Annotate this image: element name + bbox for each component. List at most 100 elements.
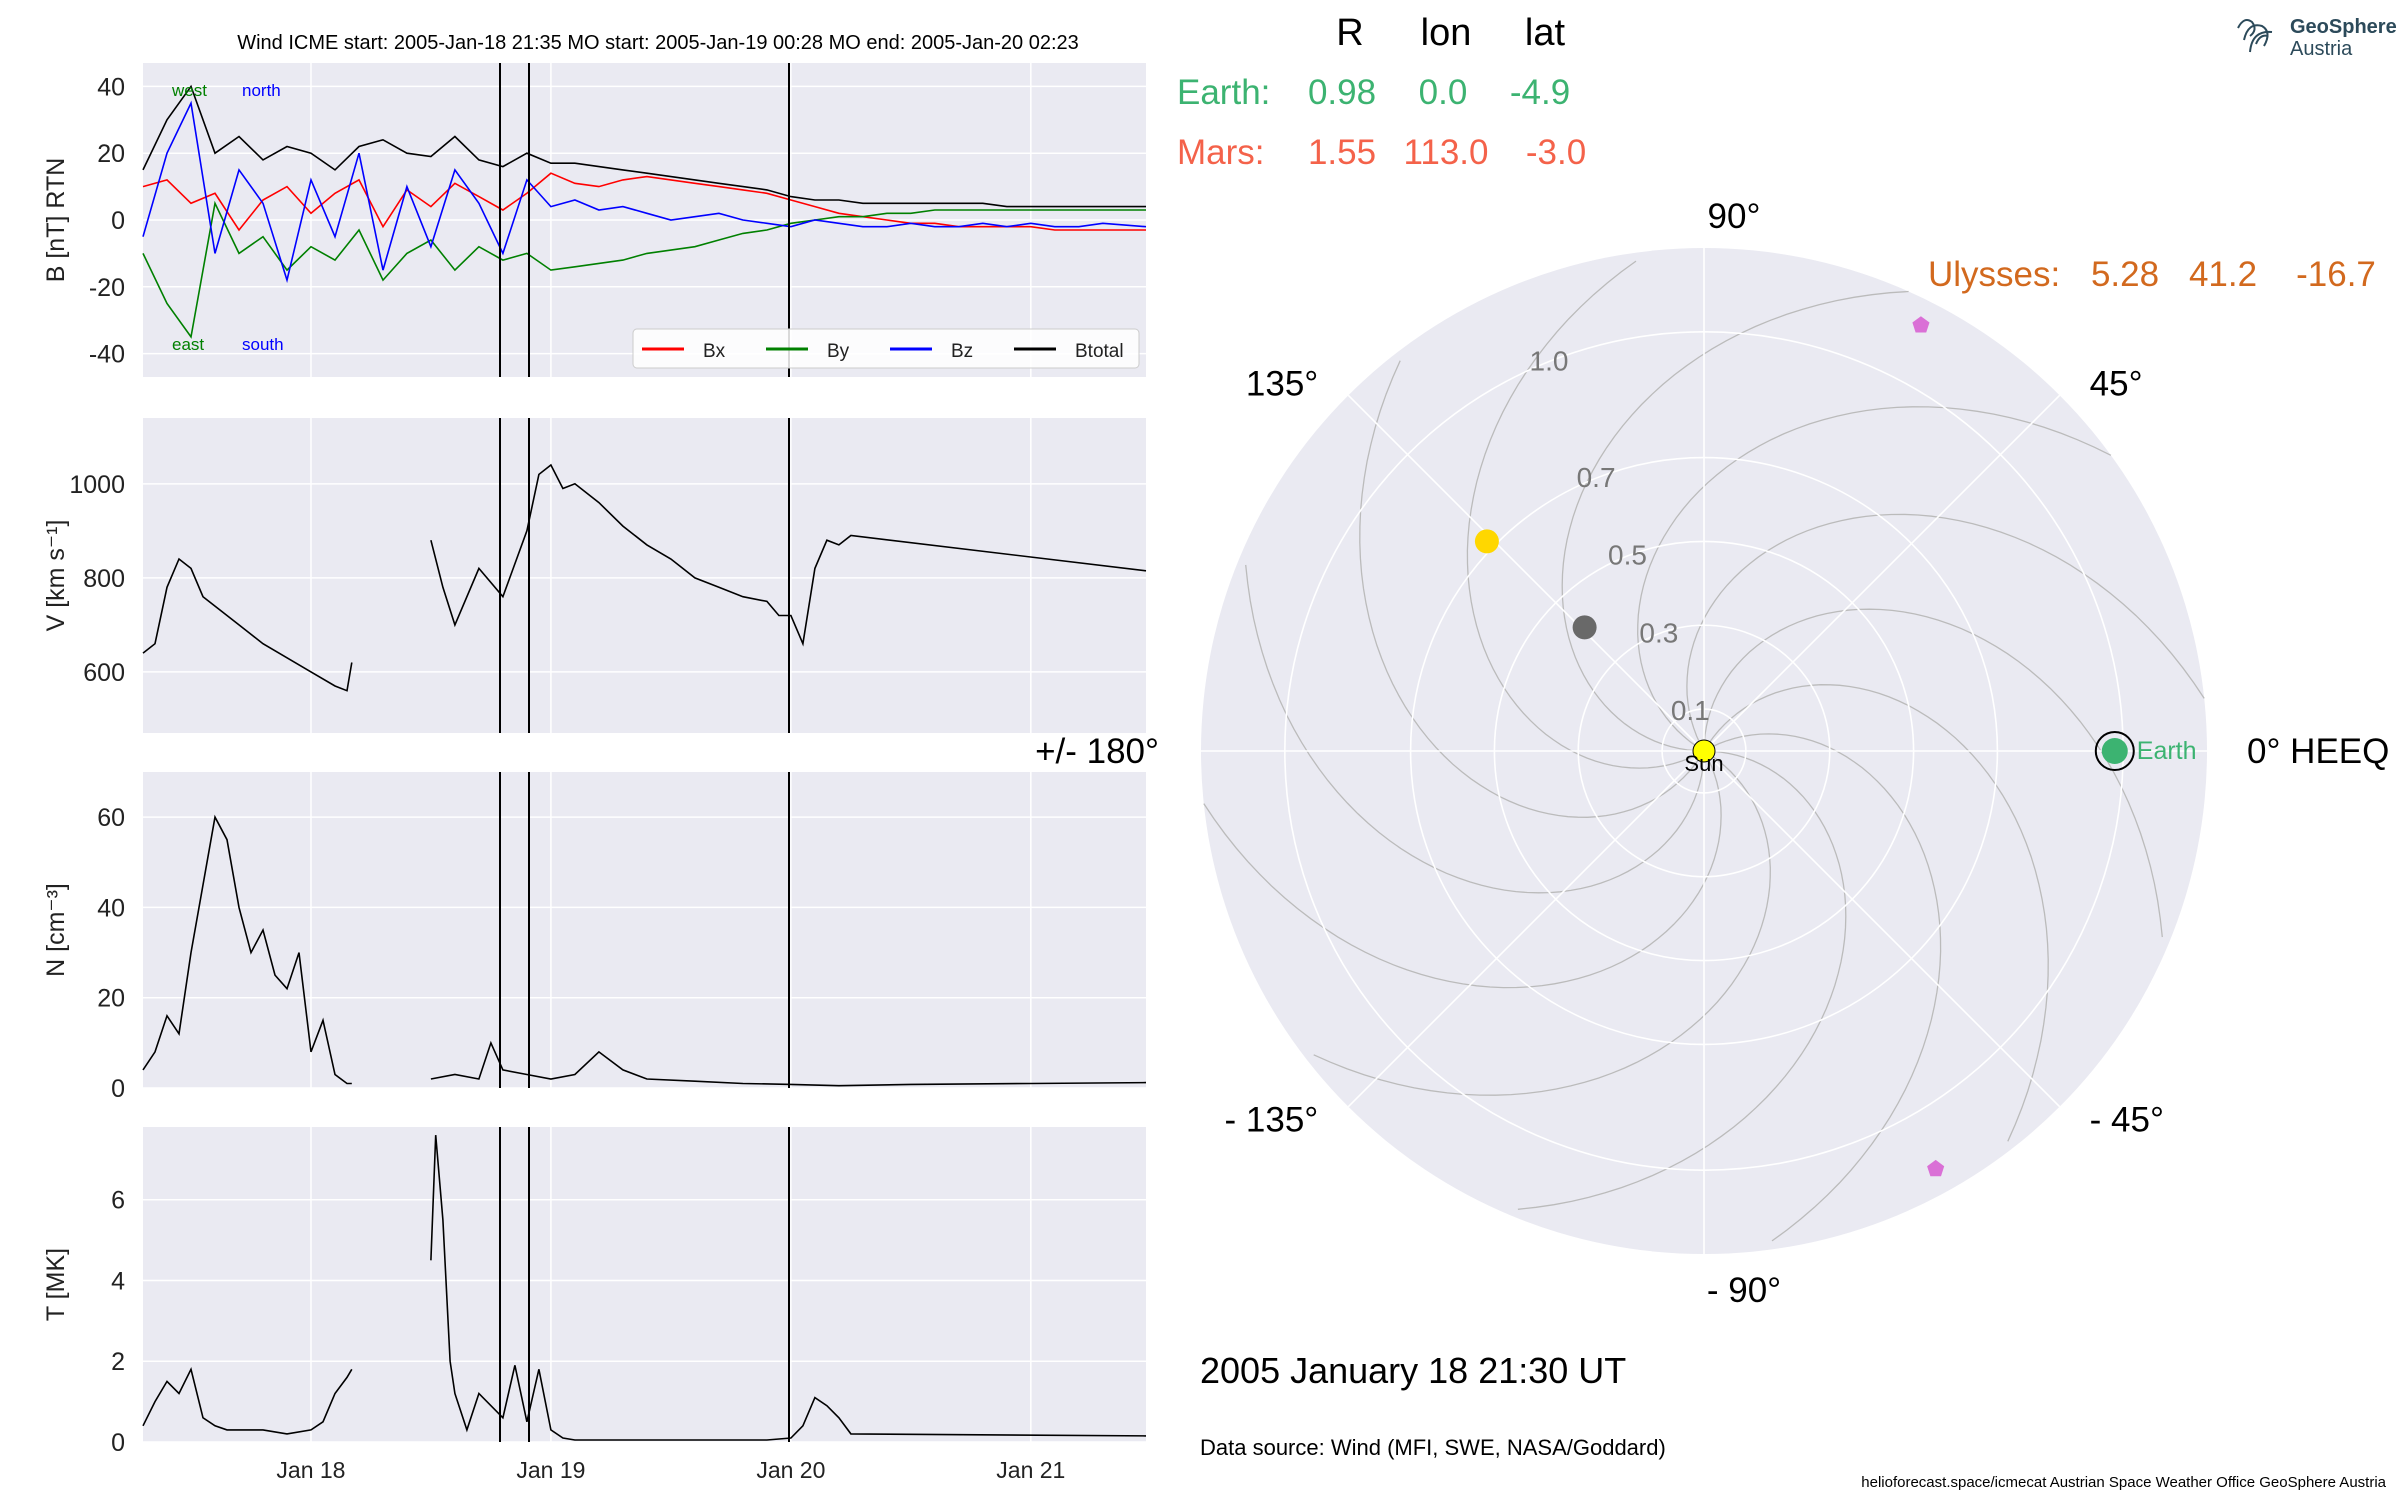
- legend-box: [632, 328, 1140, 369]
- panel-background: [143, 418, 1146, 733]
- angle-label: - 45°: [2090, 1101, 2164, 1140]
- angle-spoke: [1703, 750, 2061, 1108]
- series-t: [430, 1135, 1147, 1441]
- series-t: [142, 1366, 353, 1435]
- y-tick-label: 20: [97, 985, 125, 1013]
- angle-label: 0° HEEQ: [2247, 732, 2389, 771]
- angle-label: 135°: [1246, 364, 1318, 403]
- y-tick-label: 4: [111, 1267, 125, 1295]
- mercury-marker: [1572, 615, 1597, 640]
- logo-swirl-icon: [2237, 19, 2273, 53]
- y-tick-label: 0: [111, 1075, 125, 1103]
- y-tick-label: 40: [97, 73, 125, 101]
- angle-label: - 90°: [1707, 1271, 1781, 1310]
- annotation-east: east: [172, 335, 204, 354]
- earth-lon: 0.0: [1419, 73, 1468, 112]
- angle-spoke: [1703, 394, 2061, 752]
- y-axis-label: B [nT] RTN: [42, 158, 70, 283]
- panel-background: [143, 772, 1146, 1088]
- angle-label: - 135°: [1225, 1101, 1319, 1140]
- r-tick-label: 0.7: [1577, 462, 1616, 493]
- legend: Bx By Bz Btotal: [632, 328, 1140, 369]
- y-tick-label: 800: [83, 565, 125, 593]
- data-source: Data source: Wind (MFI, SWE, NASA/Goddar…: [1200, 1435, 1666, 1460]
- earth-name: Earth:: [1177, 73, 1270, 112]
- legend-label: By: [827, 341, 850, 362]
- annotation-north: north: [242, 81, 281, 100]
- y-tick-label: 600: [83, 659, 125, 687]
- spiral-arc: [1245, 564, 1705, 894]
- spiral-arc: [1359, 360, 1705, 818]
- angle-label: +/- 180°: [1035, 732, 1159, 771]
- series-v: [142, 557, 353, 692]
- legend-label: Btotal: [1075, 341, 1124, 362]
- x-tick-label: Jan 20: [756, 1457, 825, 1483]
- y-tick-label: -20: [89, 274, 125, 302]
- y-tick-label: 1000: [69, 471, 125, 499]
- annotation-west: west: [171, 81, 207, 100]
- earth-r: 0.98: [1308, 73, 1376, 112]
- earth-lat: -4.9: [1510, 73, 1570, 112]
- spiral-arc: [1466, 260, 1705, 769]
- ulysses-lon: 41.2: [2189, 255, 2257, 294]
- stereo-b-marker-icon: [1927, 1159, 1945, 1177]
- legend-label: Bz: [951, 341, 973, 362]
- spiral-arc: [1703, 733, 1942, 1242]
- y-tick-label: -40: [89, 341, 125, 369]
- angle-label: 90°: [1708, 197, 1761, 236]
- series-btotal: [142, 84, 1146, 208]
- earth-label: Earth: [2137, 737, 2197, 765]
- panel-speed: 600 800 1000 V [km s⁻¹]: [42, 418, 1147, 733]
- geosphere-logo: GeoSphere Austria: [2237, 16, 2397, 60]
- y-axis-label: N [cm⁻³]: [42, 883, 70, 977]
- earth-marker: [2101, 738, 2128, 764]
- header-r: R: [1336, 12, 1363, 54]
- panel-temperature: 0 2 4 6 T [MK] Jan 18 Jan 19 Jan 20 Jan 21: [42, 1127, 1147, 1483]
- angle-spoke: [1347, 394, 1705, 752]
- y-tick-label: 60: [97, 804, 125, 832]
- earth-ring: [2094, 731, 2135, 771]
- series-v: [430, 463, 1147, 647]
- logo-line1: GeoSphere: [2290, 16, 2397, 38]
- legend-label: Bx: [703, 341, 726, 362]
- y-tick-label: 20: [97, 140, 125, 168]
- x-tick-label: Jan 18: [276, 1457, 345, 1483]
- series-n: [142, 814, 352, 1085]
- panel-magnetic_field: -40 -20 0 20 40 B [nT] RTN west north east south B…: [42, 63, 1147, 377]
- mars-name: Mars:: [1177, 133, 1265, 172]
- series-n: [430, 1040, 1147, 1087]
- spiral-arc: [1703, 684, 2049, 1142]
- spiral-arc: [1703, 608, 2163, 938]
- header-lat: lat: [1525, 12, 1566, 54]
- y-tick-label: 40: [97, 894, 125, 922]
- venus-marker: [1474, 529, 1499, 554]
- angle-label: 45°: [2090, 364, 2143, 403]
- y-tick-label: 0: [111, 1429, 125, 1457]
- mars-lon: 113.0: [1404, 133, 1489, 172]
- r-tick-label: 0.5: [1608, 540, 1647, 571]
- panel-background: [143, 1127, 1146, 1442]
- annotation-south: south: [242, 335, 284, 354]
- plot-title: Wind ICME start: 2005-Jan-18 21:35 MO st…: [237, 32, 1079, 54]
- spiral-arc: [1313, 750, 1771, 1096]
- spiral-arc: [1517, 750, 1847, 1210]
- angle-spoke: [1347, 750, 1705, 1108]
- header-lon: lon: [1421, 12, 1472, 54]
- y-axis-label: V [km s⁻¹]: [42, 520, 70, 632]
- position-table: R lon lat Earth: 0.98 0.0 -4.9 Mars: 1.5…: [1177, 12, 2376, 294]
- r-tick-label: 1.0: [1530, 345, 1569, 376]
- sun-label: Sun: [1684, 751, 1723, 776]
- r-tick-label: 0.1: [1671, 695, 1710, 726]
- x-tick-label: Jan 21: [996, 1457, 1065, 1483]
- sun-marker: [1692, 739, 1716, 763]
- ulysses-name: Ulysses:: [1928, 255, 2060, 294]
- x-tick-label: Jan 19: [516, 1457, 585, 1483]
- panel-density: 0 20 40 60 N [cm⁻³]: [42, 772, 1147, 1103]
- series-by: [142, 200, 1146, 339]
- polar-orbit-plot: 0.1 0.3 0.5 0.7 1.0 0° HEEQ 45° 90° 135° +/- 180°…: [1035, 197, 2389, 1310]
- ulysses-r: 5.28: [2091, 255, 2159, 294]
- mars-r: 1.55: [1308, 133, 1376, 172]
- y-tick-label: 6: [111, 1187, 125, 1215]
